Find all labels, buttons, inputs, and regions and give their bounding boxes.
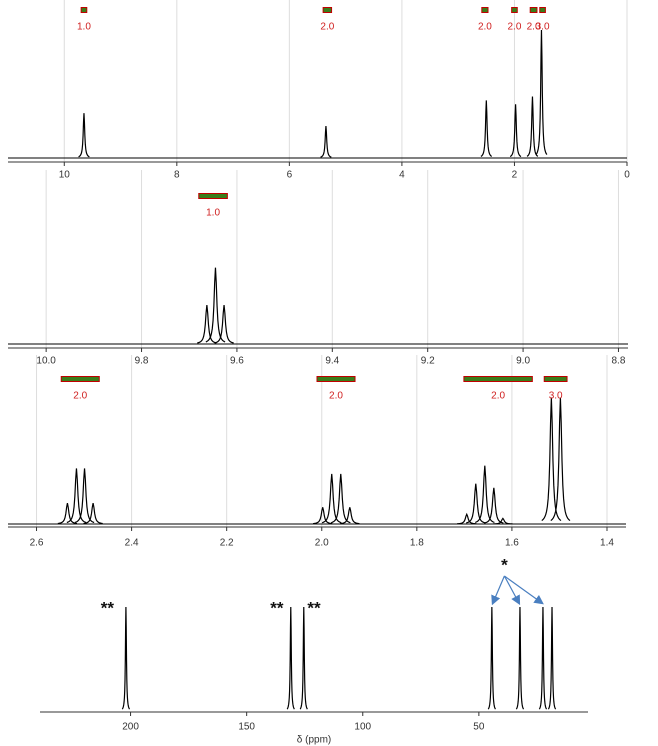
peak <box>320 125 332 158</box>
peak <box>66 468 87 524</box>
x-tick-label: 2.4 <box>125 538 139 549</box>
integral-label: 3.0 <box>549 391 563 402</box>
peak <box>475 465 495 523</box>
peak <box>526 96 539 157</box>
peak <box>550 397 571 522</box>
integral-bar <box>511 7 518 13</box>
x-tick-label: 1.6 <box>505 538 519 549</box>
peak <box>313 507 333 525</box>
integral-bar <box>198 193 228 199</box>
x-tick-label: 0 <box>624 170 630 181</box>
integral-label: 1.0 <box>77 22 91 33</box>
integral-bar <box>80 7 88 13</box>
integral-label: 2.0 <box>491 391 505 402</box>
x-tick-label: 9.0 <box>516 356 530 367</box>
x-tick-label: 100 <box>354 722 371 733</box>
integral-label: 2.0 <box>527 22 541 33</box>
x-tick-label: 50 <box>473 722 485 733</box>
x-tick-label: 150 <box>238 722 255 733</box>
x-tick-label: 2.6 <box>30 538 44 549</box>
peak <box>330 473 351 524</box>
x-tick-label: 1.8 <box>410 538 424 549</box>
peak <box>509 104 522 158</box>
integral-label: 2.0 <box>73 391 87 402</box>
x-tick-label: 8.8 <box>612 356 626 367</box>
peak <box>205 267 226 343</box>
integral-bar <box>60 376 100 382</box>
peak <box>57 503 78 525</box>
integral-label: 3.0 <box>536 22 550 33</box>
peak <box>487 606 496 710</box>
peak <box>299 606 308 710</box>
x-tick-label: 4 <box>399 170 405 181</box>
x-tick-label: 9.8 <box>135 356 149 367</box>
peak <box>286 606 295 710</box>
peak <box>466 483 486 524</box>
x-tick-label: 9.2 <box>421 356 435 367</box>
peak <box>197 305 217 344</box>
peak <box>493 517 513 525</box>
arrow <box>491 575 505 606</box>
integral-label: 1.0 <box>206 208 220 219</box>
integral-bar <box>322 7 333 13</box>
x-tick-label: 6 <box>287 170 293 181</box>
peak <box>74 468 95 524</box>
peak <box>321 473 342 524</box>
x-tick-label: 2.2 <box>220 538 234 549</box>
x-tick-label: 1.4 <box>600 538 614 549</box>
x-tick-label: 2.0 <box>315 538 329 549</box>
x-axis-label: δ (ppm) <box>297 735 331 746</box>
x-tick-label: 10 <box>59 170 71 181</box>
integral-bar <box>543 376 568 382</box>
x-tick-label: 8 <box>174 170 180 181</box>
annotation: ** <box>270 598 284 617</box>
x-tick-label: 200 <box>122 722 139 733</box>
arrow <box>503 575 521 606</box>
x-tick-label: 2 <box>512 170 518 181</box>
peak <box>538 606 548 710</box>
integral-bar <box>481 7 489 13</box>
integral-label: 2.0 <box>329 391 343 402</box>
peak <box>214 305 234 344</box>
x-tick-label: 9.4 <box>325 356 339 367</box>
integral-bar <box>529 7 538 13</box>
peak <box>340 507 360 525</box>
integral-label: 2.0 <box>508 22 522 33</box>
annotation: ** <box>101 598 115 617</box>
peak <box>78 113 90 158</box>
peak <box>541 397 562 522</box>
integral-label: 2.0 <box>320 22 334 33</box>
integral-bar <box>539 7 546 13</box>
integral-label: 2.0 <box>478 22 492 33</box>
annotation: * <box>501 555 508 574</box>
peak <box>547 606 557 710</box>
annotation: ** <box>307 598 321 617</box>
arrow <box>504 575 544 605</box>
peak <box>457 512 477 525</box>
x-tick-label: 10.0 <box>36 356 56 367</box>
integral-bar <box>316 376 356 382</box>
x-tick-label: 9.6 <box>230 356 244 367</box>
integral-bar <box>463 376 533 382</box>
peak <box>83 503 103 525</box>
peak <box>515 606 525 710</box>
peak <box>121 606 131 710</box>
peak <box>535 29 548 155</box>
peak <box>480 100 493 157</box>
